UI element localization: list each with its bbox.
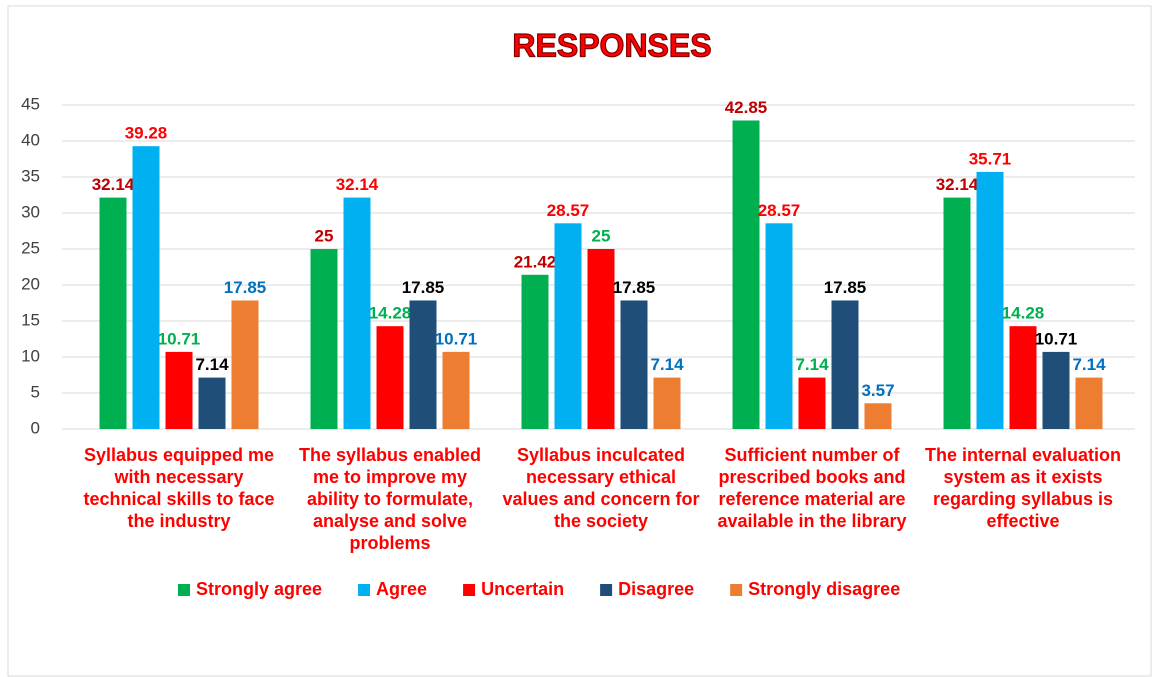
data-label: 7.14 <box>650 355 684 374</box>
y-tick-label: 0 <box>31 418 40 437</box>
data-label: 21.42 <box>514 252 557 271</box>
chart-title: RESPONSES <box>512 27 711 63</box>
x-tick-label: The syllabus enabled me to improve my ab… <box>298 445 482 553</box>
data-label: 10.71 <box>1035 329 1078 348</box>
y-tick-label: 5 <box>31 382 40 401</box>
bar <box>442 351 470 429</box>
x-tick-label: Sufficient number of prescribed books an… <box>717 445 907 531</box>
y-tick-label: 10 <box>21 346 40 365</box>
bar <box>831 300 859 429</box>
bar <box>976 171 1004 429</box>
data-label: 14.28 <box>369 304 412 323</box>
bar <box>198 377 226 429</box>
data-label: 32.14 <box>92 175 135 194</box>
legend-label: Uncertain <box>481 579 564 599</box>
data-label: 10.71 <box>158 329 201 348</box>
legend-swatch <box>463 584 476 596</box>
legend-swatch <box>358 584 371 596</box>
x-tick-label: The internal evaluation system as it exi… <box>924 445 1122 531</box>
bar <box>620 300 648 429</box>
y-tick-label: 45 <box>21 94 40 113</box>
x-tick-label: Syllabus inculcated necessary ethical va… <box>502 445 700 531</box>
y-tick-label: 35 <box>21 166 40 185</box>
x-tick-label: Syllabus equipped me with necessary tech… <box>83 445 275 531</box>
data-label: 39.28 <box>125 124 168 143</box>
data-label: 17.85 <box>224 278 267 297</box>
bar <box>376 326 404 429</box>
legend-label: Disagree <box>618 579 694 599</box>
data-label: 32.14 <box>336 175 379 194</box>
data-label: 28.57 <box>758 201 801 220</box>
legend-label: Strongly disagree <box>748 579 900 599</box>
bar <box>132 146 160 429</box>
data-label: 7.14 <box>1072 355 1106 374</box>
bar <box>310 249 338 429</box>
y-tick-label: 40 <box>21 130 40 149</box>
data-label: 14.28 <box>1002 304 1045 323</box>
data-label: 17.85 <box>824 278 867 297</box>
bar <box>798 377 826 429</box>
data-label: 17.85 <box>613 278 656 297</box>
bar <box>554 223 582 429</box>
legend-label: Strongly agree <box>196 579 322 599</box>
data-label: 3.57 <box>861 381 894 400</box>
bar <box>343 197 371 429</box>
bar <box>943 197 971 429</box>
y-tick-label: 15 <box>21 310 40 329</box>
data-label: 32.14 <box>936 175 979 194</box>
bar <box>99 197 127 429</box>
chart-frame <box>7 5 1152 677</box>
bar <box>409 300 437 429</box>
bar <box>653 377 681 429</box>
data-label: 25 <box>592 226 611 245</box>
bar <box>165 351 193 429</box>
bar <box>765 223 793 429</box>
legend-swatch <box>178 584 190 596</box>
data-label: 42.85 <box>725 98 768 117</box>
data-label: 10.71 <box>435 329 478 348</box>
data-label: 25 <box>315 226 334 245</box>
legend-swatch <box>730 584 743 596</box>
y-tick-label: 30 <box>21 202 40 221</box>
bar <box>864 403 892 429</box>
y-tick-label: 25 <box>21 238 40 257</box>
data-label: 17.85 <box>402 278 445 297</box>
bar <box>521 274 549 429</box>
bar <box>1042 351 1070 429</box>
legend-label: Agree <box>376 579 427 599</box>
data-label: 35.71 <box>969 149 1012 168</box>
bar <box>587 249 615 429</box>
bar <box>732 120 760 429</box>
legend-swatch <box>600 584 613 596</box>
data-label: 7.14 <box>195 355 229 374</box>
data-label: 28.57 <box>547 201 590 220</box>
bar <box>231 300 259 429</box>
bar <box>1009 326 1037 429</box>
bar <box>1075 377 1103 429</box>
data-label: 7.14 <box>795 355 829 374</box>
y-tick-label: 20 <box>21 274 40 293</box>
